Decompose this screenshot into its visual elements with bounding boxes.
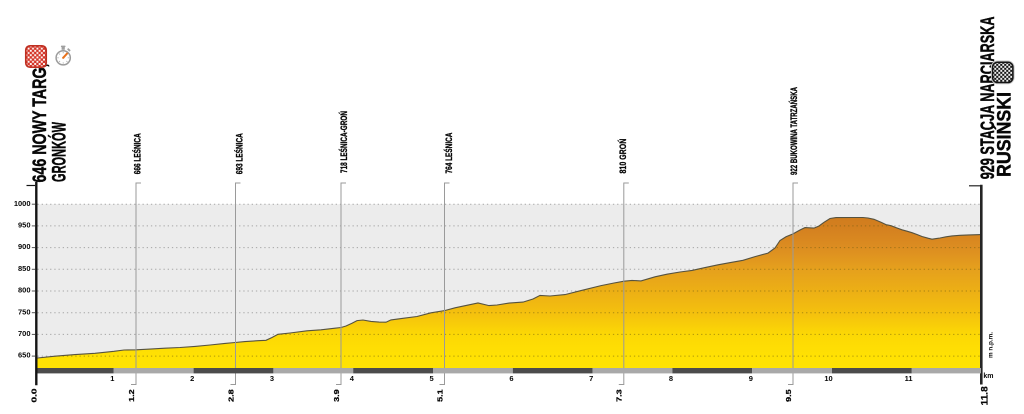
svg-text:718 LEŚNICA-GROŃ: 718 LEŚNICA-GROŃ [338, 111, 349, 173]
svg-text:900: 900 [18, 242, 31, 251]
svg-text:8: 8 [669, 374, 673, 383]
svg-text:700: 700 [18, 329, 31, 338]
svg-text:750: 750 [18, 307, 31, 316]
svg-text:3: 3 [270, 374, 274, 383]
svg-text:666 LEŚNICA: 666 LEŚNICA [132, 133, 143, 174]
svg-text:1.2: 1.2 [127, 389, 136, 402]
svg-text:650: 650 [18, 351, 31, 360]
svg-text:7.3: 7.3 [615, 389, 624, 402]
svg-text:1000: 1000 [14, 199, 31, 208]
svg-text:810 GROŃ: 810 GROŃ [618, 139, 628, 174]
svg-text:2: 2 [190, 374, 194, 383]
svg-text:6: 6 [509, 374, 513, 383]
svg-text:764 LEŚNICA: 764 LEŚNICA [443, 132, 454, 173]
svg-text:RUSIŃSKI: RUSIŃSKI [994, 92, 1016, 177]
svg-text:2.8: 2.8 [226, 389, 235, 402]
svg-text:0.0: 0.0 [29, 389, 38, 403]
svg-text:m n.p.m.: m n.p.m. [988, 332, 995, 358]
svg-text:7: 7 [589, 374, 593, 383]
svg-text:5: 5 [430, 374, 434, 383]
svg-text:3.9: 3.9 [332, 389, 341, 402]
svg-text:11: 11 [905, 374, 913, 383]
svg-text:800: 800 [18, 286, 31, 295]
svg-text:4: 4 [350, 374, 355, 383]
svg-text:646 NOWY TARG,: 646 NOWY TARG, [30, 64, 51, 183]
svg-text:1: 1 [110, 374, 114, 383]
svg-text:GRONKÓW: GRONKÓW [48, 122, 70, 182]
svg-text:850: 850 [18, 264, 31, 273]
svg-text:9: 9 [749, 374, 753, 383]
svg-text:929 STACJA NARCIARSKA: 929 STACJA NARCIARSKA [978, 16, 999, 179]
svg-text:922 BUKOWINA TATRZAŃSKA: 922 BUKOWINA TATRZAŃSKA [789, 87, 799, 175]
svg-text:km: km [983, 373, 993, 380]
svg-text:950: 950 [18, 221, 31, 230]
svg-text:11.8: 11.8 [980, 386, 990, 405]
svg-text:5.1: 5.1 [435, 389, 444, 402]
svg-text:693 LEŚNICA: 693 LEŚNICA [233, 133, 244, 174]
svg-text:9.5: 9.5 [784, 389, 793, 402]
svg-text:10: 10 [824, 374, 832, 383]
